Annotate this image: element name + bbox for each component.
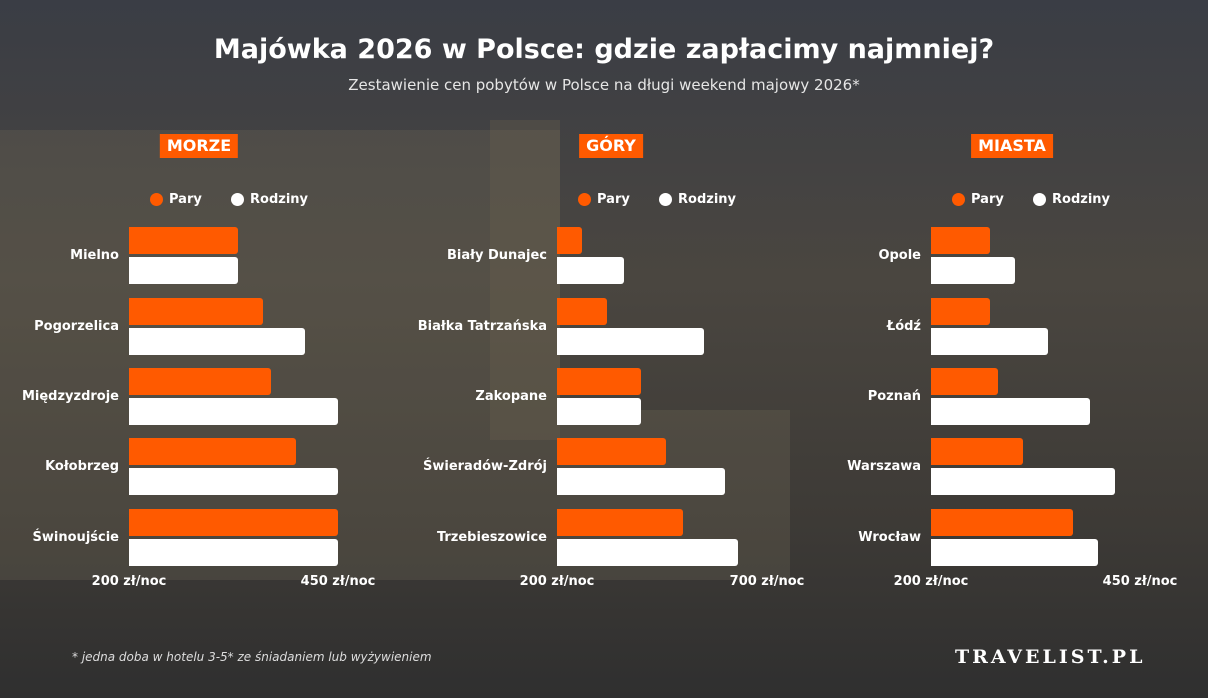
x-tick-label: 200 zł/noc xyxy=(91,574,167,589)
bar-pary xyxy=(557,509,683,536)
bar-rodziny xyxy=(557,539,738,566)
bar-rodziny xyxy=(931,398,1090,425)
bar-rodziny xyxy=(931,257,1015,284)
legend-item-rodziny: Rodziny xyxy=(231,192,308,207)
bar-pary xyxy=(129,438,297,465)
bar-rodziny xyxy=(129,257,238,284)
category-label: Łódź xyxy=(886,319,921,334)
bar-rodziny xyxy=(129,468,338,495)
bar-rodziny xyxy=(931,468,1115,495)
legend-label: Rodziny xyxy=(250,192,308,207)
bar-pary xyxy=(931,298,990,325)
bar-rodziny xyxy=(557,398,641,425)
bar-rodziny xyxy=(129,398,338,425)
bar-rodziny xyxy=(129,328,305,355)
x-tick-label: 200 zł/noc xyxy=(519,574,595,589)
bar-rodziny xyxy=(557,328,704,355)
legend-dot-rodziny xyxy=(659,193,672,206)
legend-item-rodziny: Rodziny xyxy=(659,192,736,207)
category-label: Warszawa xyxy=(847,459,921,474)
travelist-logo: TRAVELIST.PL xyxy=(955,646,1146,668)
x-tick-label: 700 zł/noc xyxy=(729,574,805,589)
bar-pary xyxy=(931,368,998,395)
bar-pary xyxy=(557,227,583,254)
panel-title-badge: MIASTA xyxy=(971,134,1053,158)
category-label: Wrocław xyxy=(858,530,921,545)
bar-pary xyxy=(129,509,338,536)
category-label: Mielno xyxy=(70,248,119,263)
bar-rodziny xyxy=(931,328,1049,355)
category-label: Kołobrzeg xyxy=(45,459,119,474)
bar-pary xyxy=(557,298,608,325)
bar-pary xyxy=(931,438,1023,465)
legend-dot-rodziny xyxy=(231,193,244,206)
category-label: Świnoujście xyxy=(32,530,119,545)
category-label: Trzebieszowice xyxy=(436,530,547,545)
category-label: Pogorzelica xyxy=(34,319,119,334)
legend-dot-rodziny xyxy=(1033,193,1046,206)
legend-item-rodziny: Rodziny xyxy=(1033,192,1110,207)
chart-subtitle: Zestawienie cen pobytów w Polsce na dług… xyxy=(348,76,860,94)
bar-pary xyxy=(129,227,238,254)
bar-pary xyxy=(557,438,667,465)
bar-rodziny xyxy=(557,257,625,284)
panel-title-badge: GÓRY xyxy=(579,134,643,158)
legend-label: Rodziny xyxy=(1052,192,1110,207)
category-label: Biały Dunajec xyxy=(446,248,547,263)
background-building xyxy=(0,130,560,580)
bar-rodziny xyxy=(931,539,1099,566)
legend-label: Rodziny xyxy=(678,192,736,207)
category-label: Białka Tatrzańska xyxy=(417,319,547,334)
bar-pary xyxy=(931,509,1074,536)
background-tower xyxy=(490,120,560,440)
legend-item-pary: Pary xyxy=(952,192,1004,207)
x-tick-label: 450 zł/noc xyxy=(1102,574,1178,589)
category-label: Świeradów-Zdrój xyxy=(422,459,547,474)
legend-dot-pary xyxy=(150,193,163,206)
bar-pary xyxy=(129,298,263,325)
legend-item-pary: Pary xyxy=(578,192,630,207)
legend-label: Pary xyxy=(597,192,630,207)
category-label: Międzyzdroje xyxy=(21,389,119,404)
category-label: Poznań xyxy=(867,389,921,404)
footnote: * jedna doba w hotelu 3-5* ze śniadaniem… xyxy=(72,650,432,664)
bar-rodziny xyxy=(557,468,725,495)
bar-rodziny xyxy=(129,539,338,566)
panel-title-badge: MORZE xyxy=(159,134,239,158)
category-label: Opole xyxy=(878,248,921,263)
legend-label: Pary xyxy=(169,192,202,207)
bar-pary xyxy=(557,368,641,395)
legend-dot-pary xyxy=(578,193,591,206)
x-tick-label: 200 zł/noc xyxy=(893,574,969,589)
bar-pary xyxy=(129,368,272,395)
chart-title: Majówka 2026 w Polsce: gdzie zapłacimy n… xyxy=(213,34,995,65)
x-tick-label: 450 zł/noc xyxy=(300,574,376,589)
legend-label: Pary xyxy=(971,192,1004,207)
legend-dot-pary xyxy=(952,193,965,206)
category-label: Zakopane xyxy=(475,389,547,404)
legend-item-pary: Pary xyxy=(150,192,202,207)
bar-pary xyxy=(931,227,990,254)
